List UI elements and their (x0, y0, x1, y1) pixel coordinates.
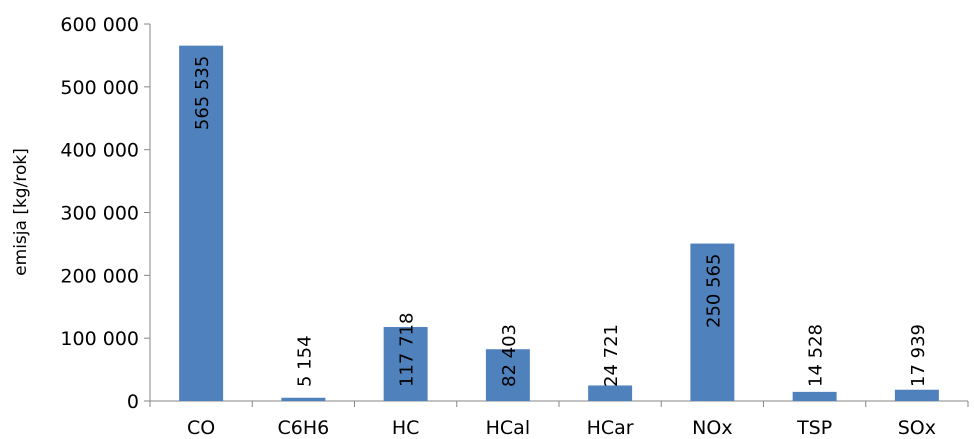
y-tick-label: 400 000 (60, 140, 139, 162)
x-tick-label: CO (187, 417, 215, 439)
x-tick-label: SOx (898, 417, 936, 439)
x-tick-label: TSP (796, 417, 832, 439)
data-label-sox: 17 939 (908, 324, 929, 387)
y-tick-label: 0 (127, 391, 139, 413)
data-labels: 565 535 5 154 117 718 82 403 24 721 250 565 14… (192, 56, 929, 387)
x-tick-label: C6H6 (278, 417, 330, 439)
bar-hc (383, 327, 428, 401)
x-axis: CO C6H6 HC HCal HCar NOx TSP SOx (149, 400, 969, 439)
bar-nox (690, 243, 735, 401)
bar-co (179, 45, 224, 401)
y-tick-label: 500 000 (60, 77, 139, 99)
bar-tsp (792, 391, 837, 401)
x-tick-label: NOx (692, 417, 732, 439)
x-tick-label: HC (392, 417, 420, 439)
x-tick-label: HCar (587, 417, 634, 439)
y-tick-label: 100 000 (60, 328, 139, 350)
data-label-hc: 117 718 (397, 313, 418, 387)
data-label-co: 565 535 (192, 56, 213, 130)
y-axis-title: emisja [kg/rok] (11, 148, 31, 276)
bar-sox (894, 389, 939, 401)
data-label-hcar: 24 721 (601, 324, 622, 387)
bars (179, 45, 939, 401)
data-label-hcal: 82 403 (499, 324, 520, 387)
bar-c6h6 (281, 397, 326, 401)
y-axis: 0 100 000 200 000 300 000 400 000 500 000 600 … (60, 14, 151, 413)
data-label-tsp: 14 528 (806, 324, 827, 387)
y-tick-label: 600 000 (60, 14, 139, 36)
data-label-nox: 250 565 (703, 254, 724, 328)
y-tick-label: 300 000 (60, 203, 139, 225)
x-tick-label: HCal (486, 417, 530, 439)
y-tick-label: 200 000 (60, 265, 139, 287)
data-label-c6h6: 5 154 (294, 335, 315, 387)
bar-hcar (588, 385, 633, 401)
bar-hcal (485, 349, 530, 401)
